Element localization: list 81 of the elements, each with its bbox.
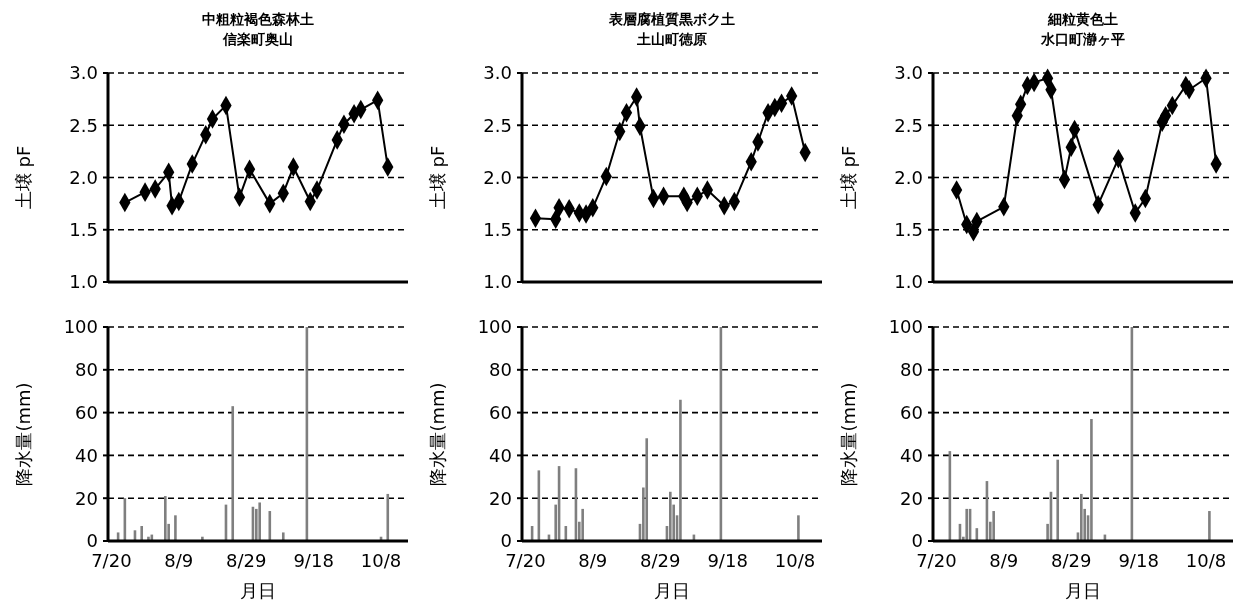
y-axis-title: 土壌 pF [13,145,34,210]
y-axis-title: 土壌 pF [427,145,448,210]
chart-title: 細粒黄色土 [1047,11,1118,27]
bar [1208,511,1211,541]
bar [797,515,800,541]
bar [645,438,649,541]
x-tick-label: 10/8 [360,550,402,571]
y-axis-title: 降水量(mm) [838,382,859,486]
y-tick-label: 80 [75,359,98,381]
bar [1080,493,1083,541]
y-tick-label: 40 [900,444,923,466]
x-tick-label: 8/29 [639,550,681,571]
bar [386,493,390,541]
bar [669,491,672,541]
y-tick-label: 1.0 [69,271,98,293]
y-tick-label: 3.0 [69,62,98,84]
x-tick-label: 8/29 [225,550,267,571]
bar [679,399,682,541]
y-tick-label: 0 [500,530,512,552]
y-tick-label: 60 [75,401,98,423]
x-tick-label: 7/20 [505,550,546,571]
y-tick-label: 40 [489,444,512,466]
bar [281,532,285,541]
y-tick-label: 2.5 [483,114,512,136]
y-tick-label: 40 [75,444,98,466]
x-axis-title: 月日 [654,580,690,601]
y-tick-label: 0 [911,530,923,552]
y-tick-label: 2.0 [894,166,923,188]
y-tick-label: 1.0 [483,271,512,293]
y-tick-label: 2.5 [69,114,98,136]
chart-title: 表層腐植質黒ボク土 [608,11,735,27]
x-tick-label: 8/29 [1050,550,1092,571]
bar [174,515,177,541]
x-axis-title: 月日 [240,580,276,601]
y-tick-label: 100 [477,316,512,338]
x-tick-label: 8/9 [989,550,1019,571]
y-tick-label: 100 [888,316,923,338]
chart-title: 中粗粒褐色森林土 [202,11,314,27]
y-tick-label: 1.5 [483,219,512,241]
y-tick-label: 3.0 [894,62,923,84]
x-tick-label: 8/9 [164,550,194,571]
chart-subtitle: 土山町徳原 [636,31,707,47]
y-tick-label: 2.0 [69,166,98,188]
x-tick-label: 7/20 [916,550,957,571]
x-tick-label: 9/18 [707,550,748,571]
y-tick-label: 80 [900,359,923,381]
y-axis-title: 降水量(mm) [13,382,34,486]
y-tick-label: 60 [900,401,923,423]
y-tick-label: 20 [75,487,98,509]
y-tick-label: 0 [86,530,98,552]
y-tick-label: 1.0 [894,271,923,293]
y-tick-label: 80 [489,359,512,381]
x-tick-label: 9/18 [1118,550,1159,571]
y-tick-label: 3.0 [483,62,512,84]
y-tick-label: 2.5 [894,114,923,136]
x-tick-label: 9/18 [293,550,334,571]
bar [231,406,235,541]
x-axis-title: 月日 [1065,580,1101,601]
bar [140,526,144,541]
bar [992,511,995,541]
x-tick-label: 10/8 [1185,550,1227,571]
y-tick-label: 100 [63,316,98,338]
y-tick-label: 20 [489,487,512,509]
y-tick-label: 60 [489,401,512,423]
bar [268,511,272,541]
x-tick-label: 10/8 [774,550,816,571]
bar [1056,459,1060,541]
bar [1090,419,1093,541]
y-tick-label: 2.0 [483,166,512,188]
bar [164,496,167,541]
y-tick-label: 1.5 [894,219,923,241]
x-tick-label: 7/20 [91,550,132,571]
y-tick-label: 1.5 [69,219,98,241]
bar [258,502,261,541]
chart-subtitle: 水口町瀞ヶ平 [1040,31,1125,47]
y-axis-title: 土壌 pF [838,145,859,210]
y-axis-title: 降水量(mm) [427,382,448,486]
x-tick-label: 8/9 [578,550,608,571]
bar [581,508,584,541]
y-tick-label: 20 [900,487,923,509]
chart-subtitle: 信楽町奥山 [222,31,293,47]
